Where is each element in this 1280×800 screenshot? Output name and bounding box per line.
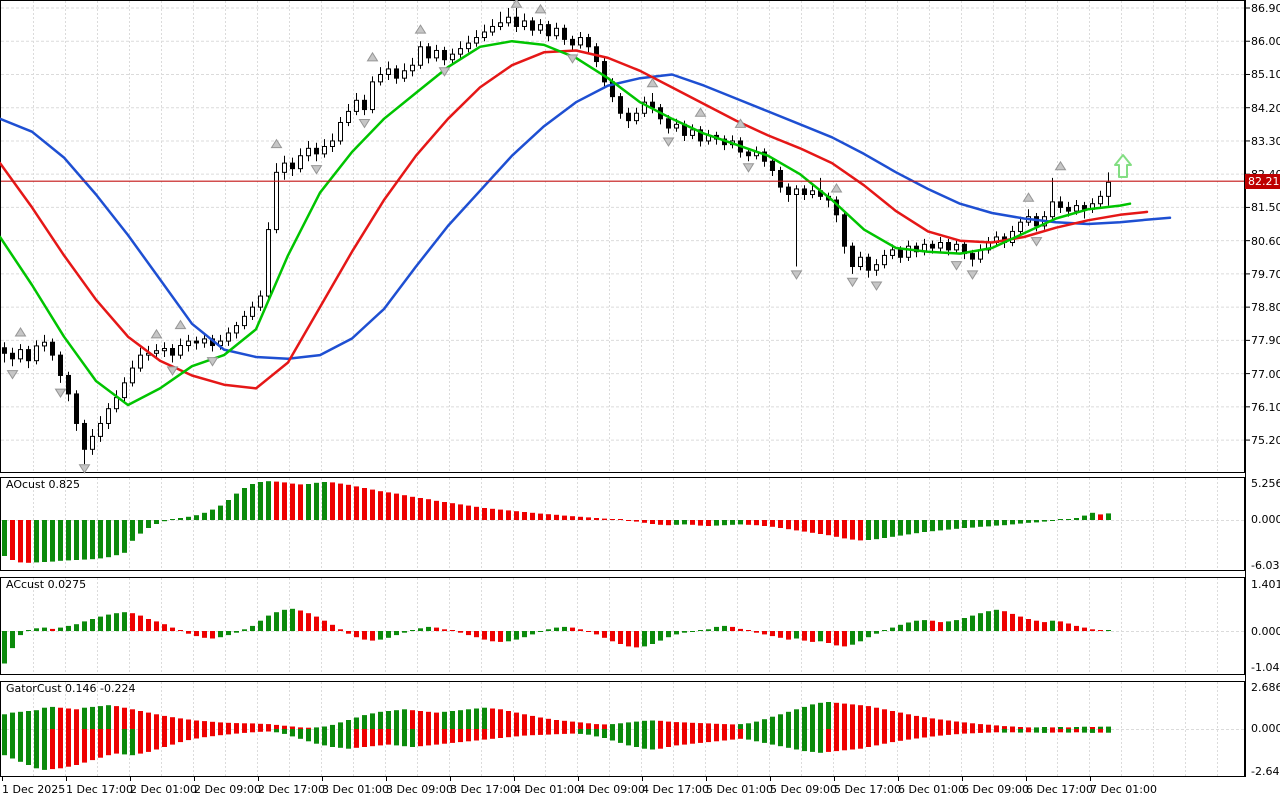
time-axis-label: 6 Dec 09:00 bbox=[962, 783, 1029, 796]
price-axis-label: 80.60 bbox=[1251, 235, 1280, 248]
price-axis-label: 81.50 bbox=[1251, 201, 1280, 214]
time-axis-label: 7 Dec 01:00 bbox=[1090, 783, 1157, 796]
gator-indicator-label: GatorCust 0.146 -0.224 bbox=[6, 682, 136, 695]
price-axis-label: 75.20 bbox=[1251, 434, 1280, 447]
gator-down-histogram bbox=[2, 729, 1111, 770]
time-axis-label: 4 Dec 17:00 bbox=[642, 783, 709, 796]
time-axis-label: 3 Dec 17:00 bbox=[450, 783, 517, 796]
alligator-teeth-line bbox=[0, 49, 1149, 390]
ao-axis-label: 0.000 bbox=[1251, 513, 1280, 526]
time-axis-label: 5 Dec 09:00 bbox=[770, 783, 837, 796]
grid bbox=[1, 1, 1244, 776]
price-axis-label: 85.10 bbox=[1251, 68, 1280, 81]
ao-histogram bbox=[2, 481, 1111, 563]
price-axis-label: 78.80 bbox=[1251, 301, 1280, 314]
ac-histogram bbox=[2, 608, 1111, 664]
ac-axis-label: -1.0479 bbox=[1251, 661, 1280, 674]
time-axis-label: 3 Dec 01:00 bbox=[322, 783, 389, 796]
time-axis-label: 4 Dec 01:00 bbox=[514, 783, 581, 796]
ao-axis-label: 5.256 bbox=[1251, 477, 1280, 490]
price-axis-label: 77.90 bbox=[1251, 334, 1280, 347]
axis-ticks bbox=[2, 7, 1250, 781]
time-axis-label: 5 Dec 01:00 bbox=[706, 783, 773, 796]
alligator-jaw-line bbox=[0, 73, 1172, 361]
gator-up-histogram bbox=[2, 702, 1111, 729]
gator-axis-label: 0.000 bbox=[1251, 722, 1280, 735]
ao-axis-label: -6.034 bbox=[1251, 559, 1280, 572]
time-axis-label: 3 Dec 09:00 bbox=[386, 783, 453, 796]
price-axis-label: 86.90 bbox=[1251, 2, 1280, 15]
time-axis-label: 4 Dec 09:00 bbox=[578, 783, 645, 796]
price-axis-label: 84.20 bbox=[1251, 102, 1280, 115]
price-axis-label: 77.00 bbox=[1251, 368, 1280, 381]
ao-indicator-label: AOcust 0.825 bbox=[6, 478, 81, 491]
time-axis-label: 1 Dec 17:00 bbox=[66, 783, 133, 796]
buy-signal-arrow-icon bbox=[1114, 154, 1132, 178]
panel-borders bbox=[0, 0, 1246, 777]
price-axis-label: 83.30 bbox=[1251, 135, 1280, 148]
ac-axis-label: 1.4016 bbox=[1251, 578, 1280, 591]
price-axis-label: 86.00 bbox=[1251, 35, 1280, 48]
fractal-arrows bbox=[6, 0, 1067, 474]
gator-axis-label: 2.686 bbox=[1251, 681, 1280, 694]
time-axis-label: 6 Dec 17:00 bbox=[1026, 783, 1093, 796]
time-axis-label: 2 Dec 09:00 bbox=[194, 783, 261, 796]
time-axis-label: 2 Dec 01:00 bbox=[130, 783, 197, 796]
time-axis-label: 5 Dec 17:00 bbox=[834, 783, 901, 796]
time-axis-label: 2 Dec 17:00 bbox=[258, 783, 325, 796]
current-price-tag: 82.21 bbox=[1245, 174, 1280, 189]
ac-axis-label: 0.0000 bbox=[1251, 625, 1280, 638]
time-axis-label: 1 Dec 2025 bbox=[2, 783, 66, 796]
candles bbox=[2, 8, 1111, 465]
price-axis-label: 76.10 bbox=[1251, 401, 1280, 414]
ac-indicator-label: ACcust 0.0275 bbox=[6, 578, 87, 591]
gator-axis-label: -2.641 bbox=[1251, 765, 1280, 778]
price-axis-label: 79.70 bbox=[1251, 268, 1280, 281]
alligator-lips-line bbox=[0, 39, 1132, 407]
time-axis-label: 6 Dec 01:00 bbox=[898, 783, 965, 796]
